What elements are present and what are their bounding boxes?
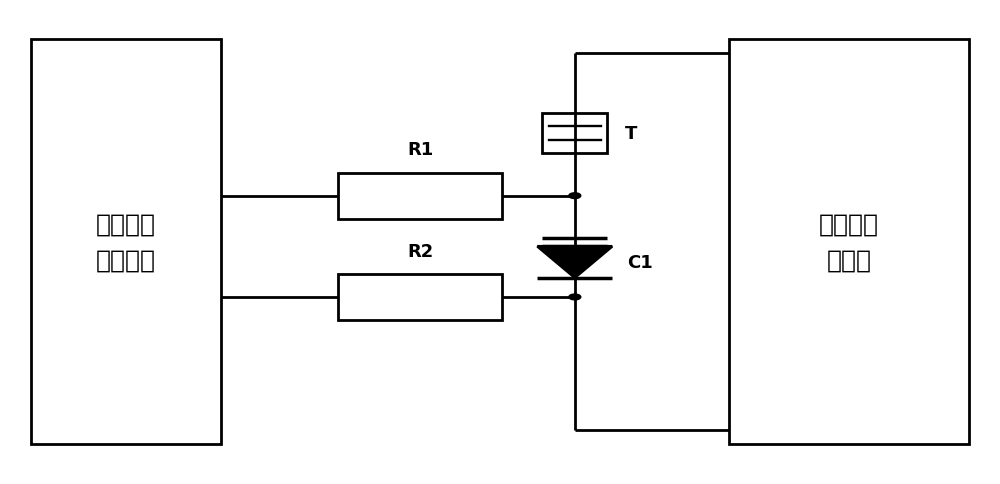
Text: C1: C1	[627, 254, 653, 272]
Text: R2: R2	[407, 242, 433, 260]
Bar	[338, 274, 502, 320]
Circle shape	[569, 294, 581, 300]
Bar	[542, 113, 607, 154]
Bar	[31, 40, 221, 444]
Circle shape	[569, 194, 581, 199]
Text: T: T	[625, 125, 638, 143]
Bar	[729, 40, 969, 444]
Bar	[338, 173, 502, 219]
Text: 热敏电阻
补偿网络: 热敏电阻 补偿网络	[96, 212, 156, 272]
Polygon shape	[537, 247, 612, 278]
Text: R1: R1	[407, 141, 433, 159]
Text: 压控晶体
振荡器: 压控晶体 振荡器	[819, 212, 879, 272]
